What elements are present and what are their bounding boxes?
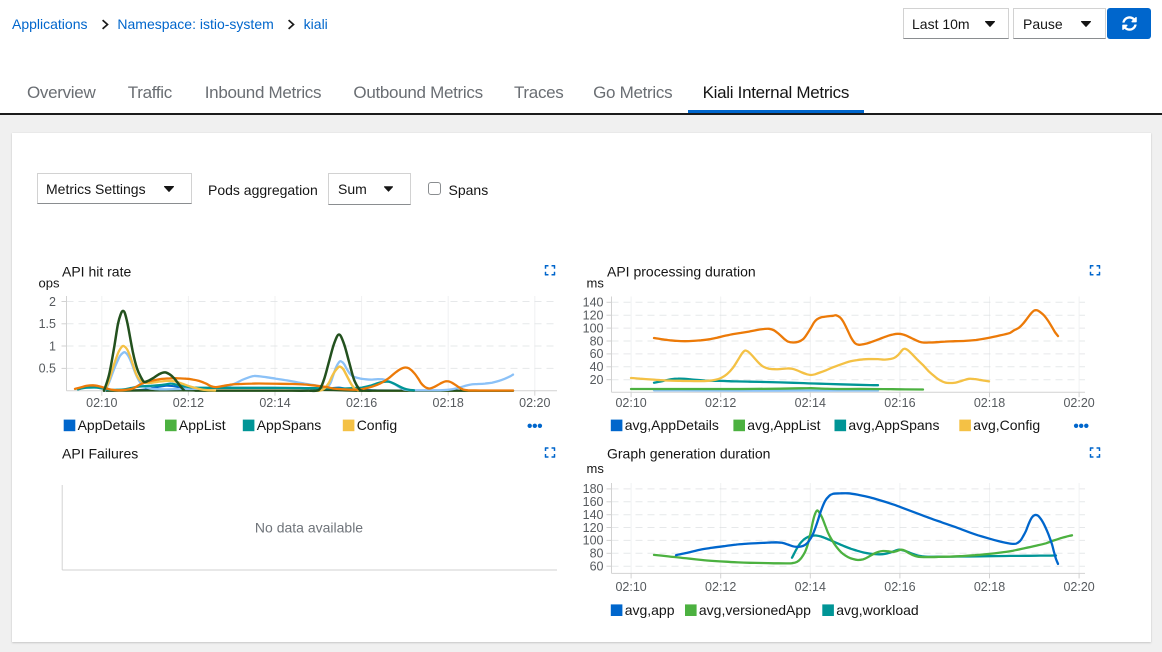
svg-text:avg,AppDetails: avg,AppDetails bbox=[625, 417, 719, 433]
svg-text:02:12: 02:12 bbox=[705, 396, 736, 410]
svg-text:Config: Config bbox=[357, 417, 397, 433]
svg-text:API Failures: API Failures bbox=[62, 446, 138, 462]
svg-text:60: 60 bbox=[590, 347, 604, 361]
svg-text:20: 20 bbox=[590, 373, 604, 387]
svg-text:160: 160 bbox=[583, 495, 604, 509]
svg-text:0.5: 0.5 bbox=[39, 362, 56, 376]
svg-text:02:20: 02:20 bbox=[1063, 580, 1094, 594]
svg-text:avg,app: avg,app bbox=[625, 602, 675, 618]
svg-text:02:10: 02:10 bbox=[86, 396, 117, 410]
svg-text:02:20: 02:20 bbox=[1063, 396, 1094, 410]
svg-text:02:12: 02:12 bbox=[173, 396, 204, 410]
svg-text:No data available: No data available bbox=[255, 520, 363, 536]
svg-text:02:10: 02:10 bbox=[615, 396, 646, 410]
svg-text:02:16: 02:16 bbox=[346, 396, 377, 410]
svg-text:2: 2 bbox=[49, 295, 56, 309]
svg-text:Graph generation duration: Graph generation duration bbox=[607, 446, 770, 462]
svg-text:1: 1 bbox=[49, 339, 56, 353]
svg-text:avg,workload: avg,workload bbox=[836, 602, 919, 618]
svg-text:AppDetails: AppDetails bbox=[78, 417, 146, 433]
svg-text:02:14: 02:14 bbox=[259, 396, 290, 410]
svg-text:1.5: 1.5 bbox=[39, 317, 56, 331]
svg-text:180: 180 bbox=[583, 482, 604, 496]
svg-text:80: 80 bbox=[590, 334, 604, 348]
svg-text:avg,Config: avg,Config bbox=[973, 417, 1040, 433]
svg-text:80: 80 bbox=[590, 547, 604, 561]
svg-text:02:18: 02:18 bbox=[433, 396, 464, 410]
svg-text:02:14: 02:14 bbox=[795, 396, 826, 410]
svg-text:AppSpans: AppSpans bbox=[257, 417, 322, 433]
svg-text:02:16: 02:16 bbox=[884, 580, 915, 594]
svg-text:60: 60 bbox=[590, 560, 604, 574]
svg-text:02:12: 02:12 bbox=[705, 580, 736, 594]
svg-text:140: 140 bbox=[583, 296, 604, 310]
svg-text:120: 120 bbox=[583, 521, 604, 535]
svg-text:02:16: 02:16 bbox=[884, 396, 915, 410]
svg-text:ops: ops bbox=[39, 276, 60, 291]
svg-text:02:20: 02:20 bbox=[519, 396, 550, 410]
svg-text:100: 100 bbox=[583, 321, 604, 335]
svg-text:02:18: 02:18 bbox=[974, 396, 1005, 410]
svg-text:AppList: AppList bbox=[179, 417, 226, 433]
svg-text:ms: ms bbox=[587, 276, 605, 291]
svg-text:120: 120 bbox=[583, 309, 604, 323]
svg-text:API hit rate: API hit rate bbox=[62, 264, 131, 280]
svg-text:ms: ms bbox=[587, 461, 605, 476]
svg-text:02:14: 02:14 bbox=[795, 580, 826, 594]
svg-text:100: 100 bbox=[583, 534, 604, 548]
svg-text:avg,versionedApp: avg,versionedApp bbox=[699, 602, 811, 618]
svg-text:avg,AppList: avg,AppList bbox=[747, 417, 820, 433]
svg-text:02:10: 02:10 bbox=[615, 580, 646, 594]
svg-text:02:18: 02:18 bbox=[974, 580, 1005, 594]
svg-text:avg,AppSpans: avg,AppSpans bbox=[848, 417, 939, 433]
svg-text:140: 140 bbox=[583, 508, 604, 522]
svg-text:40: 40 bbox=[590, 360, 604, 374]
svg-text:API processing duration: API processing duration bbox=[607, 264, 756, 280]
